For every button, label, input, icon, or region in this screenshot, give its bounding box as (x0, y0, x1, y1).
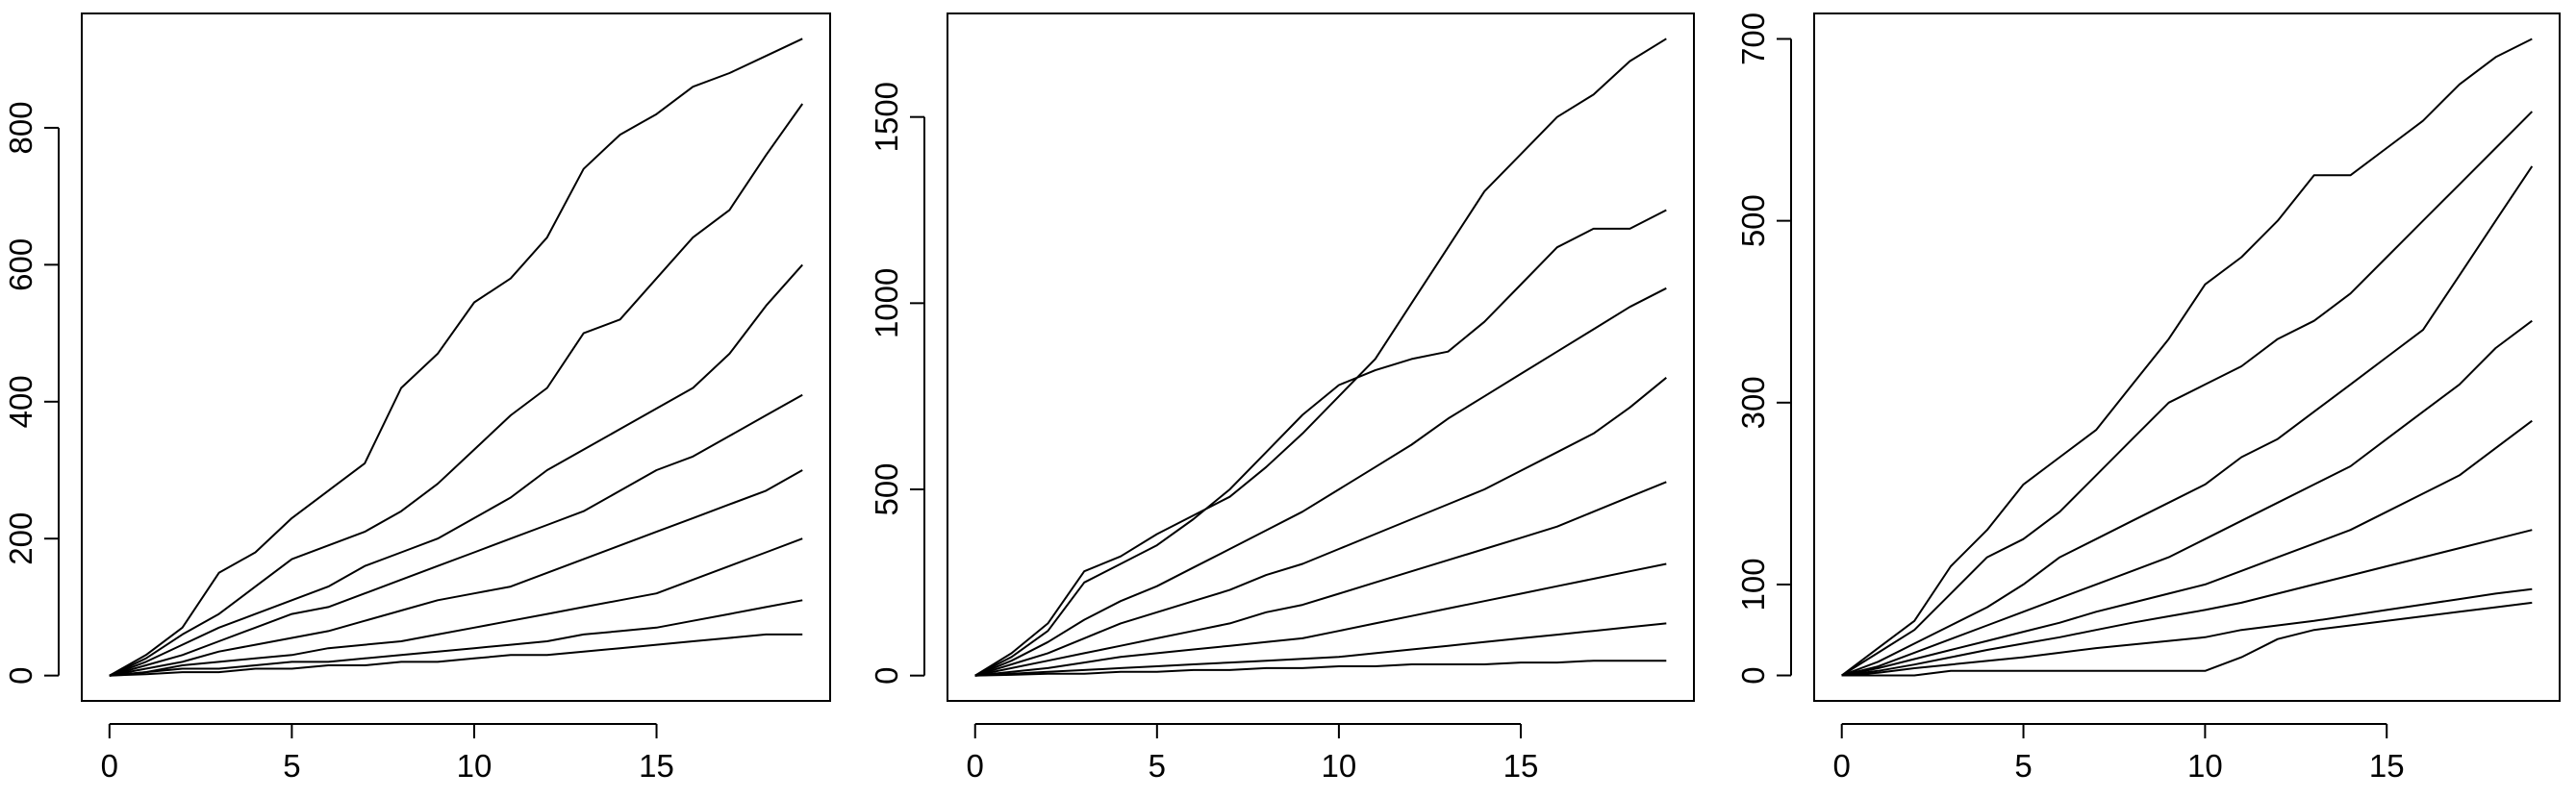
x-tick-label: 10 (1322, 748, 1357, 784)
y-tick-label: 600 (3, 238, 38, 291)
x-tick-label: 10 (2187, 748, 2223, 784)
x-tick-label: 15 (639, 748, 674, 784)
y-tick-label: 300 (1735, 376, 1771, 429)
series-line (109, 633, 803, 677)
y-tick-label: 0 (1735, 666, 1771, 684)
series-line (109, 37, 803, 677)
y-tick-label: 400 (3, 375, 38, 428)
series-line (109, 537, 803, 677)
x-tick-label: 0 (101, 748, 118, 784)
panel: 0 200 400 600 800 0 5 10 15 (3, 12, 831, 784)
x-tick-label: 0 (967, 748, 984, 784)
series-line (1841, 111, 2534, 677)
series-line (974, 37, 1667, 677)
series-line (109, 103, 804, 677)
series-line (1841, 319, 2533, 677)
series-line (974, 660, 1667, 677)
series-line (974, 481, 1667, 677)
series-line (974, 287, 1667, 677)
panel: 0 100 300 500 700 0 5 10 15 (1735, 12, 2561, 784)
y-tick-label: 1500 (869, 82, 904, 152)
series-line (109, 469, 803, 677)
series-line (974, 562, 1667, 677)
y-tick-label: 500 (869, 462, 904, 515)
series-line (109, 393, 803, 677)
y-tick-label: 800 (3, 101, 38, 154)
x-tick-label: 15 (1503, 748, 1539, 784)
y-tick-label: 500 (1735, 194, 1771, 247)
series-line (1841, 419, 2533, 677)
x-tick-label: 15 (2369, 748, 2405, 784)
y-tick-label: 0 (3, 666, 38, 684)
series-line (1841, 165, 2534, 677)
series-line (974, 377, 1667, 677)
panel: 0 500 1000 1500 0 5 10 15 (869, 12, 1695, 784)
x-tick-label: 0 (1833, 748, 1851, 784)
series-line (974, 209, 1667, 677)
y-tick-label: 700 (1735, 12, 1771, 65)
series-line (1841, 529, 2533, 677)
series-line (109, 599, 803, 677)
plot-frame (1813, 12, 2561, 702)
plot-frame (81, 12, 831, 702)
x-tick-label: 10 (457, 748, 492, 784)
series-line (1841, 587, 2533, 677)
series-line (109, 263, 803, 677)
x-tick-label: 5 (1149, 748, 1166, 784)
y-tick-label: 0 (869, 666, 904, 684)
y-tick-label: 200 (3, 512, 38, 565)
x-tick-label: 5 (283, 748, 300, 784)
y-tick-label: 100 (1735, 558, 1771, 611)
y-tick-label: 1000 (869, 268, 904, 338)
series-line (1841, 601, 2533, 677)
series-line (974, 622, 1667, 677)
plot-frame (947, 12, 1695, 702)
series-line (1841, 37, 2533, 677)
x-tick-label: 5 (2014, 748, 2032, 784)
